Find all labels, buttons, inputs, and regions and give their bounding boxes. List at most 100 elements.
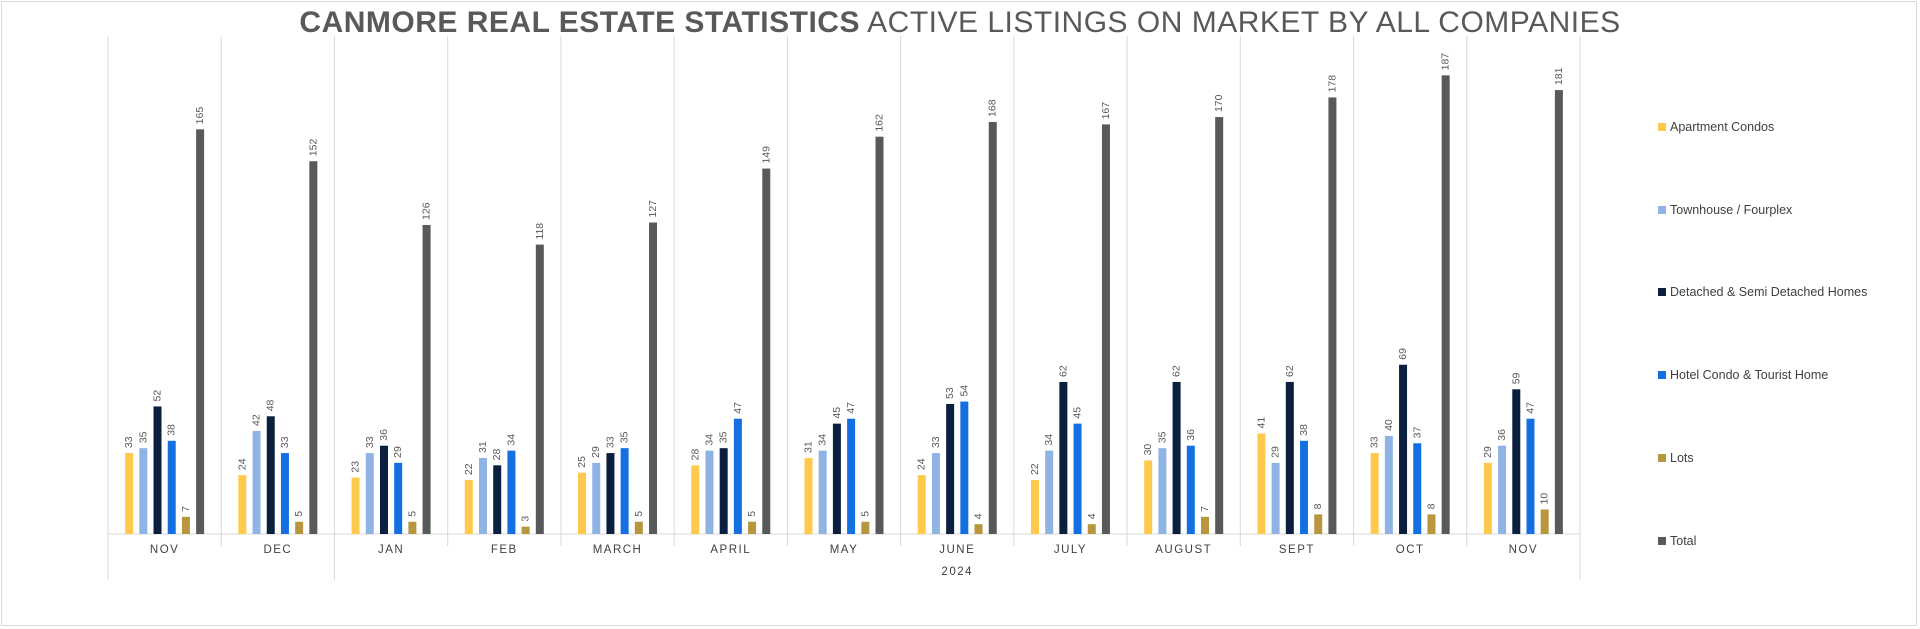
data-label: 5: [406, 511, 418, 517]
data-label: 35: [619, 431, 631, 443]
data-label: 38: [166, 424, 178, 436]
data-label: 40: [1383, 419, 1395, 431]
data-label: 59: [1510, 372, 1522, 384]
data-label: 45: [831, 407, 843, 419]
bar: [1285, 381, 1294, 534]
data-label: 36: [378, 429, 390, 441]
bar: [974, 524, 983, 534]
data-label: 24: [236, 458, 248, 470]
data-label: 23: [350, 461, 362, 473]
bar: [1271, 462, 1280, 534]
data-label: 33: [930, 436, 942, 448]
bar: [691, 465, 700, 534]
data-label: 31: [803, 441, 815, 453]
bar: [1030, 480, 1039, 534]
bar: [422, 224, 431, 534]
bar: [1059, 381, 1068, 534]
x-tick-label: APRIL: [710, 544, 751, 556]
data-label: 48: [265, 399, 277, 411]
legend-label: Apartment Condos: [1670, 120, 1775, 134]
bar: [649, 222, 658, 534]
data-label: 29: [590, 446, 602, 458]
bar: [1200, 516, 1209, 534]
data-label: 8: [1312, 503, 1324, 509]
x-tick-label: DEC: [263, 544, 292, 556]
data-label: 42: [251, 414, 263, 426]
x-group-label: 2024: [941, 566, 973, 578]
bar: [1215, 117, 1224, 534]
x-tick-label: JUNE: [939, 544, 975, 556]
data-label: 10: [1539, 493, 1551, 505]
bar: [847, 418, 856, 534]
legend-swatch: [1658, 288, 1666, 297]
bar: [1441, 75, 1450, 534]
data-label: 30: [1142, 444, 1154, 456]
data-label: 47: [1524, 402, 1536, 414]
bar: [309, 161, 318, 534]
bar: [875, 136, 884, 534]
data-label: 41: [1255, 417, 1267, 429]
bar: [1328, 97, 1337, 534]
data-label: 69: [1397, 348, 1409, 360]
bar: [196, 129, 205, 534]
data-label: 36: [1185, 429, 1197, 441]
bar: [153, 406, 162, 534]
legend-swatch: [1658, 536, 1666, 545]
data-label: 187: [1440, 53, 1452, 71]
bar: [818, 450, 827, 534]
data-label: 47: [732, 402, 744, 414]
data-label: 3: [520, 516, 532, 522]
bar: [578, 472, 587, 534]
bar: [988, 121, 997, 535]
bar: [1186, 445, 1195, 534]
data-label: 35: [1156, 431, 1168, 443]
legend-item: Apartment Condos: [1658, 119, 1774, 135]
bar: [408, 521, 417, 534]
bar: [620, 448, 629, 534]
bar: [139, 448, 148, 534]
bar: [1101, 124, 1110, 535]
bar: [1384, 435, 1393, 534]
bar: [1158, 448, 1167, 534]
data-label: 165: [194, 107, 206, 125]
bar: [960, 401, 969, 534]
data-label: 149: [760, 146, 772, 164]
bar: [1257, 433, 1266, 534]
x-tick-label: NOV: [150, 544, 179, 556]
x-tick-label: MARCH: [593, 544, 643, 556]
data-label: 4: [1086, 513, 1098, 519]
bar: [379, 445, 388, 534]
legend-swatch: [1658, 371, 1666, 380]
bar: [1087, 524, 1096, 534]
data-label: 33: [604, 436, 616, 448]
legend-swatch: [1658, 205, 1666, 214]
x-tick-label: MAY: [830, 544, 859, 556]
data-label: 35: [137, 431, 149, 443]
legend-item: Total: [1658, 533, 1696, 549]
bar: [167, 440, 176, 534]
data-label: 53: [944, 387, 956, 399]
bar: [705, 450, 714, 534]
bar: [1512, 389, 1521, 534]
bar: [1483, 462, 1492, 534]
bar: [252, 430, 261, 534]
legend-label: Total: [1670, 533, 1697, 548]
data-label: 168: [987, 99, 999, 117]
bar: [634, 521, 643, 534]
bar: [521, 526, 530, 534]
data-label: 34: [1043, 434, 1055, 446]
bar: [1045, 450, 1054, 534]
legend-item: Detached & Semi Detached Homes: [1658, 284, 1867, 300]
data-label: 37: [1411, 426, 1423, 438]
data-label: 5: [859, 511, 871, 517]
data-label: 127: [647, 200, 659, 218]
bar: [917, 475, 926, 534]
bar: [125, 453, 134, 534]
data-label: 28: [491, 448, 503, 460]
x-tick-label: FEB: [491, 544, 518, 556]
data-label: 52: [152, 390, 164, 402]
data-label: 118: [534, 223, 546, 240]
data-label: 181: [1553, 67, 1565, 85]
legend-label: Detached & Semi Detached Homes: [1670, 285, 1868, 300]
